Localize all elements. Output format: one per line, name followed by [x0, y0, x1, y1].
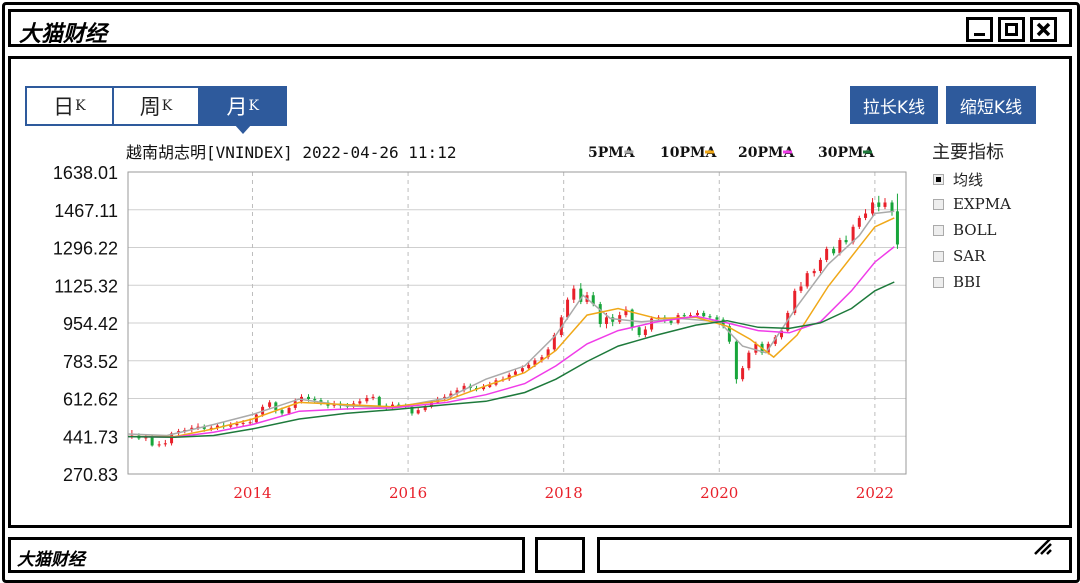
maximize-icon: [1005, 23, 1018, 36]
indicator-label: 均线: [953, 171, 984, 189]
indicator-checkbox[interactable]: [933, 174, 944, 185]
indicator-label: EXPMA: [953, 195, 1011, 213]
indicator-sar[interactable]: SAR: [933, 247, 985, 265]
resize-grip-icon[interactable]: [1031, 534, 1053, 556]
tab-day-suffix: K: [75, 98, 86, 114]
minimize-icon: [974, 33, 985, 36]
indicator-boll[interactable]: BOLL: [933, 221, 997, 239]
zoom-out-button[interactable]: 缩短K线: [946, 86, 1036, 124]
maximize-button[interactable]: [998, 17, 1025, 42]
indicator-label: BOLL: [953, 221, 997, 239]
close-icon: [1036, 22, 1051, 37]
indicator-panel-title: 主要指标: [932, 142, 1004, 163]
content-panel: [8, 56, 1072, 528]
indicator-label: SAR: [953, 247, 986, 265]
status-right: [597, 537, 1072, 573]
indicator-checkbox[interactable]: [933, 224, 944, 236]
tab-month-suffix: K: [248, 98, 259, 114]
minimize-button[interactable]: [966, 17, 993, 42]
window-title: 大猫财经: [19, 22, 108, 47]
zoom-in-button[interactable]: 拉长K线: [850, 86, 938, 124]
indicator-均线[interactable]: 均线: [933, 169, 983, 190]
indicator-checkbox[interactable]: [933, 250, 944, 262]
tab-week-label: 周: [139, 95, 161, 119]
indicator-expma[interactable]: EXPMA: [933, 195, 1011, 213]
status-left: 大猫财经: [8, 537, 525, 573]
title-bar: 大猫财经: [8, 9, 1072, 47]
status-middle: [535, 537, 585, 573]
tab-month-label: 月: [226, 95, 248, 119]
tab-week-suffix: K: [161, 98, 173, 114]
indicator-label: BBI: [953, 273, 981, 291]
status-left-text: 大猫财经: [17, 550, 85, 570]
close-button[interactable]: [1030, 17, 1057, 42]
tab-day-label: 日: [53, 95, 75, 119]
indicator-checkbox[interactable]: [933, 276, 944, 288]
indicator-bbi[interactable]: BBI: [933, 273, 981, 291]
indicator-checkbox[interactable]: [933, 198, 944, 210]
